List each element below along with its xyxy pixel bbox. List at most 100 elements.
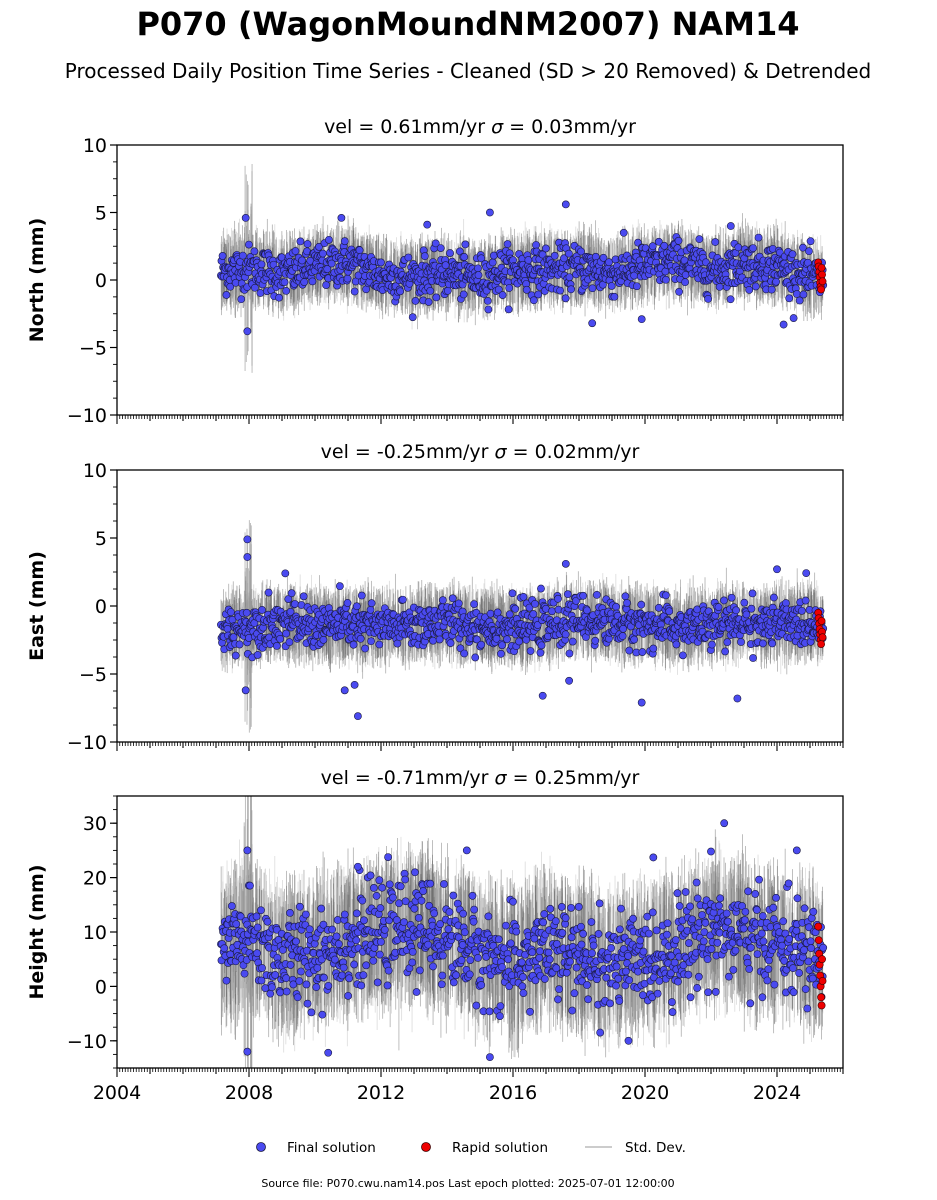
final-solution-point <box>337 213 346 222</box>
final-solution-point <box>460 253 469 261</box>
final-solution-point <box>483 297 492 305</box>
final-solution-point <box>275 293 283 302</box>
final-solution-point <box>243 327 252 336</box>
final-solution-point <box>795 296 804 305</box>
final-solution-point <box>340 237 349 246</box>
final-solution-point <box>550 251 559 260</box>
final-solution-point <box>588 284 597 293</box>
rapid-solution-point <box>818 277 827 286</box>
final-solution-point <box>498 291 507 299</box>
final-solution-point <box>648 242 657 251</box>
final-solution-point <box>303 240 312 248</box>
final-solution-point <box>355 246 364 255</box>
final-solution-point <box>300 278 309 286</box>
final-solution-point <box>298 256 306 265</box>
final-solution-point <box>503 240 512 248</box>
rapid-points-1 <box>814 258 827 294</box>
final-solution-point <box>327 259 336 268</box>
panel-title-sigma: = 0.03mm/yr <box>503 116 636 138</box>
final-solution-point <box>561 200 570 209</box>
panels: −10 −5 0 5 10 North (mm) vel = 0.61mm/yr σ = 0… <box>26 116 844 1104</box>
rapid-solution-point <box>817 263 826 272</box>
final-solution-point <box>806 237 815 246</box>
y-tick-label: −5 <box>79 338 107 360</box>
final-solution-point <box>749 244 757 253</box>
final-solution-point <box>532 241 540 249</box>
final-solution-point <box>754 233 763 242</box>
final-solution-point <box>805 247 813 256</box>
final-solution-point <box>788 250 797 259</box>
y-tick-label: −10 <box>67 405 107 427</box>
final-solution-point <box>588 319 597 328</box>
rapid-solution-point <box>817 285 826 294</box>
final-solution-point <box>308 277 317 286</box>
final-solution-point <box>504 305 513 314</box>
final-solution-point <box>443 286 452 295</box>
y-tick-label: 5 <box>95 203 107 225</box>
final-solution-point <box>238 251 247 260</box>
final-solution-point <box>561 294 570 303</box>
final-solution-point <box>436 244 445 252</box>
final-solution-point <box>325 235 333 244</box>
final-solution-point <box>565 273 574 282</box>
final-solution-point <box>426 286 435 295</box>
final-solution-point <box>322 281 331 289</box>
final-solution-point <box>726 222 735 230</box>
final-solution-point <box>222 291 231 299</box>
final-solution-point <box>477 254 486 263</box>
final-solution-point <box>538 250 547 259</box>
final-solution-point <box>654 237 663 246</box>
final-solution-point <box>241 213 250 222</box>
y-tick-label: 0 <box>95 270 107 292</box>
final-solution-point <box>318 249 327 258</box>
final-solution-point <box>632 282 641 291</box>
final-solution-point <box>637 315 646 324</box>
final-solution-point <box>789 314 798 322</box>
figure-title: P070 (WagonMoundNM2007) NAM14 <box>136 5 799 43</box>
final-solution-point <box>474 271 483 279</box>
final-solution-point <box>745 285 754 294</box>
final-solution-point <box>323 265 332 273</box>
final-solution-point <box>461 240 470 249</box>
final-solution-point <box>377 258 385 267</box>
final-solution-point <box>674 236 683 245</box>
final-solution-point <box>619 228 628 237</box>
final-solution-point <box>488 258 497 267</box>
final-solution-point <box>474 264 482 273</box>
final-solution-point <box>715 282 724 291</box>
final-solution-point <box>431 239 440 248</box>
final-solution-point <box>291 247 300 255</box>
plot-area-2 <box>217 520 828 733</box>
final-solution-point <box>772 277 780 286</box>
final-solution-point <box>315 242 323 251</box>
final-solution-point <box>751 282 760 291</box>
final-solution-point <box>542 244 550 253</box>
final-solution-point <box>792 290 801 298</box>
final-solution-point <box>711 238 720 246</box>
final-solution-point <box>441 261 450 270</box>
final-solution-point <box>704 294 713 303</box>
sigma-symbol: σ <box>491 116 504 138</box>
final-solution-point <box>218 252 227 260</box>
final-solution-point <box>660 241 669 250</box>
final-solution-point <box>662 275 670 284</box>
final-solution-point <box>785 294 794 303</box>
final-solution-point <box>446 249 454 257</box>
final-solution-point <box>296 237 305 246</box>
final-solution-point <box>396 287 405 296</box>
final-solution-point <box>411 297 420 305</box>
rapid-solution-point <box>818 270 826 279</box>
final-solution-point <box>280 278 289 287</box>
final-solution-point <box>607 282 616 290</box>
final-solution-point <box>534 290 543 299</box>
final-solution-point <box>565 249 573 258</box>
final-solution-point <box>343 274 352 283</box>
final-solution-point <box>251 283 259 292</box>
final-solution-point <box>350 287 359 296</box>
y-tick-label: 10 <box>83 135 107 157</box>
panel-title: vel = 0.61mm/yr σ = 0.03mm/yr <box>324 116 636 138</box>
final-solution-point <box>599 253 608 262</box>
figure-subtitle: Processed Daily Position Time Series - C… <box>65 59 871 83</box>
final-solution-point <box>494 285 503 294</box>
final-solution-point <box>605 258 613 267</box>
